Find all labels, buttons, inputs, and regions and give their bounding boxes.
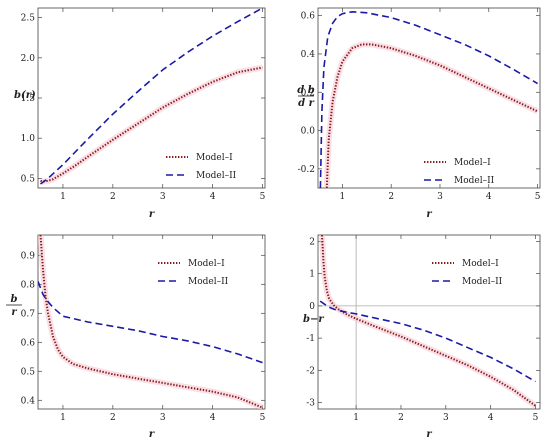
x-tick-label: 1 [60, 413, 66, 423]
y-tick-label: 0.6 [21, 338, 36, 348]
y-tick-label: 2.5 [21, 14, 36, 24]
x-tick-label: 5 [260, 192, 266, 202]
y-axis-label: b(r) [14, 90, 36, 101]
x-axis-label: r [426, 209, 432, 220]
y-tick-label: 0.4 [21, 396, 36, 406]
x-tick-label: 2 [110, 413, 116, 423]
x-tick-label: 3 [437, 192, 443, 202]
y-axis-label-numerator: d b [297, 85, 314, 96]
model-i-halo [319, 235, 538, 409]
y-axis-label-numerator: b [11, 294, 18, 305]
y-tick-label: 1.0 [21, 134, 36, 144]
x-tick-label: 2 [388, 192, 394, 202]
model-i-halo [39, 64, 264, 185]
y-axis-label-denominator: r [11, 307, 17, 318]
y-tick-label: -2 [306, 366, 315, 376]
x-axis-label: r [149, 209, 155, 220]
legend-label-model-i: Model–I [462, 259, 499, 269]
x-tick-label: 3 [160, 192, 166, 202]
y-tick-label: -3 [306, 399, 315, 409]
series-model-i-line [321, 235, 537, 407]
x-tick-label: 4 [486, 192, 492, 202]
y-tick-label: 1 [309, 270, 315, 280]
x-tick-label: 4 [210, 413, 216, 423]
panel-2: 1 2 3 4 5 -0.2 0.0 0.2 0.4 0.6 r d b d r Model–I Model… [297, 7, 541, 220]
x-tick-label: 3 [443, 413, 449, 423]
plot-frame [317, 7, 541, 189]
x-tick-label: 4 [488, 413, 494, 423]
x-tick-label: 5 [533, 413, 539, 423]
y-tick-label: 0.6 [301, 12, 316, 22]
x-axis-label: r [426, 429, 432, 440]
model-i-halo [38, 235, 264, 409]
y-tick-label: 0.5 [21, 174, 36, 184]
y-tick-label: 0.5 [21, 367, 36, 377]
x-tick-label: 5 [535, 192, 541, 202]
model-i-halo [323, 41, 539, 188]
series-model-ii-line [40, 8, 263, 185]
x-tick-label: 2 [398, 413, 404, 423]
plot-frame [37, 234, 266, 410]
panel-1: 1 2 3 4 5 0.5 1.0 1.5 2.0 2.5 r b(r) Model–I Model–II [14, 7, 266, 220]
y-tick-label: 0.7 [21, 309, 36, 319]
x-tick-label: 1 [60, 192, 66, 202]
panel-4: 1 2 3 4 5 -3 -2 -1 0 1 2 r b−r Model–I Model–II [303, 234, 541, 440]
y-tick-label: 1.5 [21, 94, 36, 104]
x-axis-label: r [149, 429, 155, 440]
x-tick-label: 2 [110, 192, 116, 202]
legend-label-model-i: Model–I [454, 158, 491, 168]
series-model-i-line [39, 235, 263, 409]
x-tick-label: 1 [353, 413, 359, 423]
x-tick-label: 4 [210, 192, 216, 202]
y-tick-label: 0.8 [21, 280, 36, 290]
y-axis-label: b−r [303, 314, 324, 325]
y-tick-label: -1 [306, 334, 315, 344]
series-model-ii-line [319, 10, 539, 188]
series-model-i-line [40, 66, 263, 183]
y-tick-label: 0.0 [301, 127, 316, 137]
legend-label-model-ii: Model–II [188, 277, 229, 287]
y-tick-label: 0 [309, 302, 315, 312]
x-tick-label: 5 [260, 413, 266, 423]
y-tick-label: -0.2 [298, 165, 315, 175]
y-axis-label-denominator: d r [298, 98, 314, 109]
x-tick-label: 1 [340, 192, 346, 202]
y-tick-label: 2 [309, 237, 315, 247]
legend-label-model-i: Model–I [188, 259, 225, 269]
y-tick-label: 0.9 [21, 251, 36, 261]
legend-label-model-ii: Model–II [462, 277, 503, 287]
series-model-ii-line [38, 281, 263, 364]
panel-3: 1 2 3 4 50.40.50.60.70.80.9rbrModel–IModel–I… [6, 234, 266, 440]
plot-frame [317, 234, 541, 410]
y-tick-label: 0.4 [301, 50, 316, 60]
legend-label-model-i: Model–I [196, 153, 233, 163]
series-model-ii-line [319, 300, 536, 383]
legend-label-model-ii: Model–II [196, 171, 237, 181]
y-tick-label: 0.2 [301, 88, 315, 98]
y-tick-label: 2.0 [21, 54, 36, 64]
legend-label-model-ii: Model–II [454, 176, 495, 186]
x-tick-label: 3 [160, 413, 166, 423]
